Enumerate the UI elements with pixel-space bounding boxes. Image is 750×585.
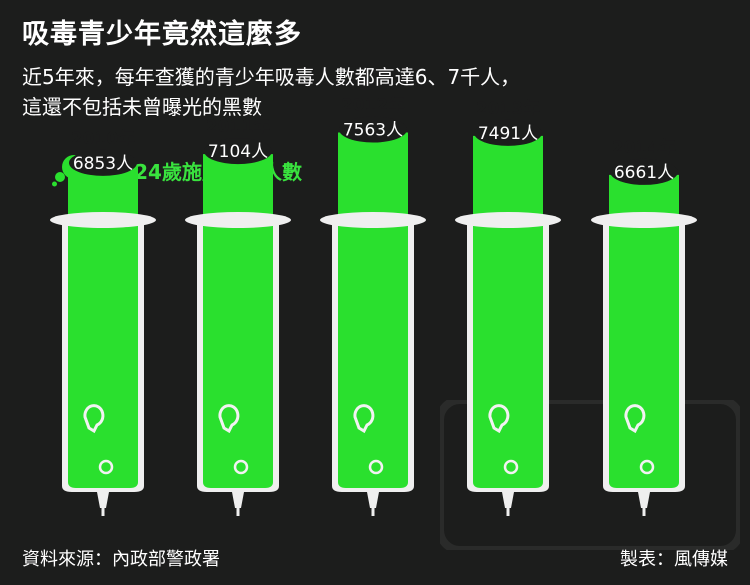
data-label: 6853人 xyxy=(73,154,133,174)
source-note: 資料來源：內政部警政署 xyxy=(22,549,220,570)
bar-cap xyxy=(474,119,542,146)
tick-label: 2011年 xyxy=(206,116,270,137)
skull-bubble-icon xyxy=(624,404,646,434)
data-label: 7563人 xyxy=(343,121,403,141)
syringe-needle xyxy=(502,492,514,508)
syringe-needle xyxy=(638,492,650,508)
tick-label: 2014年 xyxy=(612,137,676,158)
bar xyxy=(68,165,138,488)
syringe-needle-tip xyxy=(506,506,510,516)
bar xyxy=(338,132,408,488)
bar xyxy=(473,135,543,488)
syringe-needle xyxy=(367,492,379,508)
subtitle-line-1: 近5年來，每年查獲的青少年吸毒人數都高達6、7千人， xyxy=(22,65,521,89)
syringe-flange xyxy=(320,212,426,228)
credit-note: 製表：風傳媒 xyxy=(620,549,728,570)
skull-bubble-icon xyxy=(83,404,105,434)
bar-cap xyxy=(204,138,272,165)
syringe-flange xyxy=(50,212,156,228)
data-label: 6661人 xyxy=(614,163,674,183)
skull-bubble-small-icon xyxy=(98,459,114,475)
chart-title: 吸毒青少年竟然這麼多 xyxy=(22,19,302,50)
syringe-needle-tip xyxy=(642,506,646,516)
syringe-flange xyxy=(185,212,291,228)
chart-subtitle: 近5年來，每年查獲的青少年吸毒人數都高達6、7千人， 這還不包括未曾曝光的黑數 xyxy=(22,62,722,122)
skull-bubble-icon xyxy=(353,404,375,434)
tick-label: 2013年 xyxy=(476,98,540,119)
tick-label: 2010年 xyxy=(71,128,135,149)
skull-bubble-icon xyxy=(218,404,240,434)
syringe-needle-tip xyxy=(236,506,240,516)
syringe-flange xyxy=(591,212,697,228)
syringe-needle xyxy=(232,492,244,508)
bar xyxy=(203,154,273,488)
bar-cap xyxy=(610,158,678,185)
tick-label: 2012年 xyxy=(341,95,405,116)
data-label: 7491人 xyxy=(478,124,538,144)
skull-bubble-small-icon xyxy=(233,459,249,475)
skull-bubble-small-icon xyxy=(368,459,384,475)
bar-cap xyxy=(339,116,407,143)
skull-bubble-icon xyxy=(488,404,510,434)
subtitle-line-2: 這還不包括未曾曝光的黑數 xyxy=(22,95,262,119)
bar-cap xyxy=(69,149,137,176)
syringe-needle xyxy=(97,492,109,508)
data-label: 7104人 xyxy=(208,142,268,162)
skull-bubble-small-icon xyxy=(639,459,655,475)
syringe-flange xyxy=(455,212,561,228)
syringe-needle-tip xyxy=(101,506,105,516)
skull-bubble-small-icon xyxy=(503,459,519,475)
syringe-needle-tip xyxy=(371,506,375,516)
